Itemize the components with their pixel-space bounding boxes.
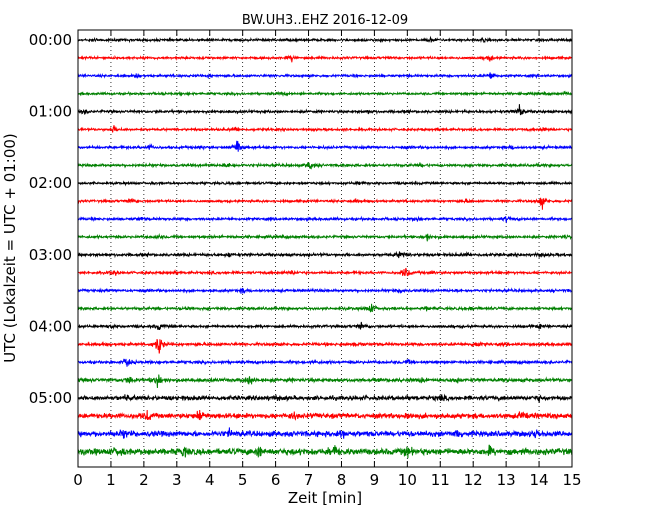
trace-row-0515 xyxy=(77,409,573,421)
x-tick-label: 10 xyxy=(398,471,417,489)
trace-row-0300 xyxy=(77,250,573,259)
grid-layer xyxy=(110,30,540,467)
x-tick-label: 12 xyxy=(464,471,483,489)
trace-row-0415 xyxy=(77,338,573,354)
trace-row-0530 xyxy=(77,427,573,439)
y-tick-layer: 00:00 01:00 02:00 03:00 04:00 05:00 xyxy=(29,31,572,407)
y-tick-label: 04:00 xyxy=(29,317,72,335)
trace-row-0115 xyxy=(77,125,573,133)
y-tick-label: 02:00 xyxy=(29,174,72,192)
x-tick-label: 13 xyxy=(497,471,516,489)
trace-row-0200 xyxy=(77,180,573,187)
plot-frame xyxy=(77,29,573,468)
trace-row-0315 xyxy=(77,267,573,277)
x-tick-label: 1 xyxy=(106,471,116,489)
trace-row-0445 xyxy=(77,374,573,389)
trace-row-0430 xyxy=(77,358,573,367)
chart-title: BW.UH3..EHZ 2016-12-09 xyxy=(242,13,408,28)
trace-row-0030 xyxy=(77,72,573,80)
trace-layer xyxy=(77,35,573,459)
trace-row-0100 xyxy=(77,104,573,116)
x-tick-label: 3 xyxy=(172,471,182,489)
trace-row-0245 xyxy=(77,232,573,242)
trace-row-0145 xyxy=(77,161,573,170)
x-tick-layer: 0 1 2 3 4 5 6 7 8 9 10 11 12 13 14 15 xyxy=(73,30,582,489)
x-tick-label: 5 xyxy=(238,471,248,489)
trace-row-0500 xyxy=(77,393,573,403)
x-tick-label: 7 xyxy=(304,471,314,489)
y-tick-label: 01:00 xyxy=(29,103,72,121)
x-tick-label: 9 xyxy=(370,471,380,489)
x-tick-label: 0 xyxy=(73,471,83,489)
trace-row-0230 xyxy=(77,215,573,224)
x-tick-label: 14 xyxy=(530,471,549,489)
trace-row-0130 xyxy=(77,140,573,152)
trace-row-0545 xyxy=(77,444,573,459)
x-tick-label: 4 xyxy=(205,471,215,489)
x-tick-label: 2 xyxy=(139,471,149,489)
x-axis-label: Zeit [min] xyxy=(288,489,362,507)
trace-row-0000 xyxy=(77,35,573,44)
trace-row-0015 xyxy=(77,54,573,63)
x-tick-label: 6 xyxy=(271,471,281,489)
trace-row-0330 xyxy=(77,287,573,294)
trace-row-0345 xyxy=(77,303,573,313)
y-tick-label: 03:00 xyxy=(29,246,72,264)
y-tick-label: 00:00 xyxy=(29,31,72,49)
x-tick-label: 11 xyxy=(431,471,450,489)
trace-row-0400 xyxy=(77,321,573,330)
y-axis-label: UTC (Lokalzeit = UTC + 01:00) xyxy=(1,133,19,363)
x-tick-label: 15 xyxy=(562,471,581,489)
trace-row-0215 xyxy=(77,197,573,210)
y-tick-label: 05:00 xyxy=(29,389,72,407)
x-tick-label: 8 xyxy=(337,471,347,489)
trace-row-0045 xyxy=(77,90,573,97)
